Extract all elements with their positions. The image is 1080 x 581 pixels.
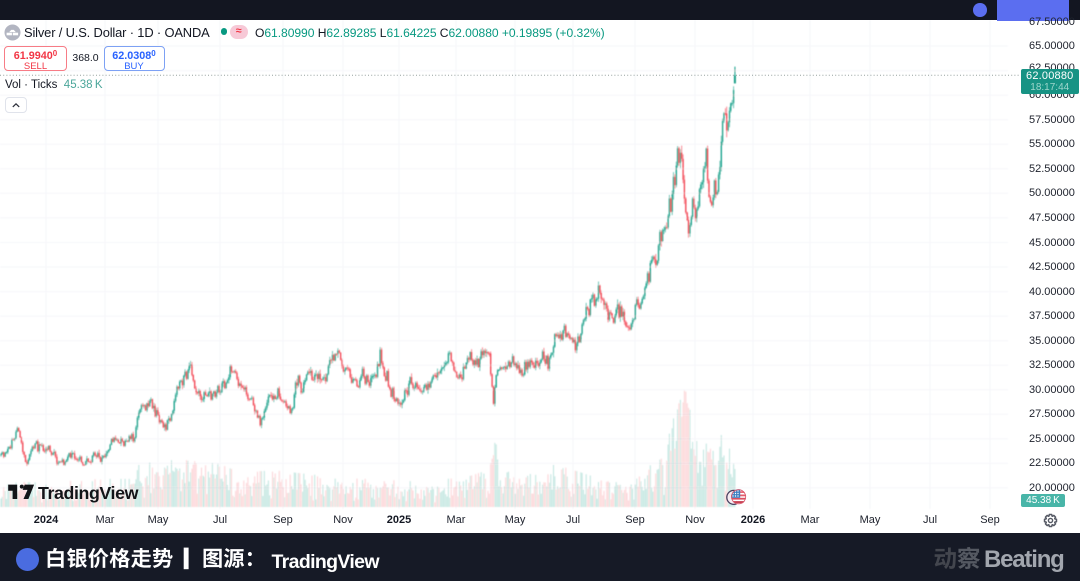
svg-text:Beating: Beating [984, 546, 1064, 573]
svg-text:TradingView: TradingView [38, 483, 139, 503]
svg-text:TradingView: TradingView [272, 551, 381, 573]
